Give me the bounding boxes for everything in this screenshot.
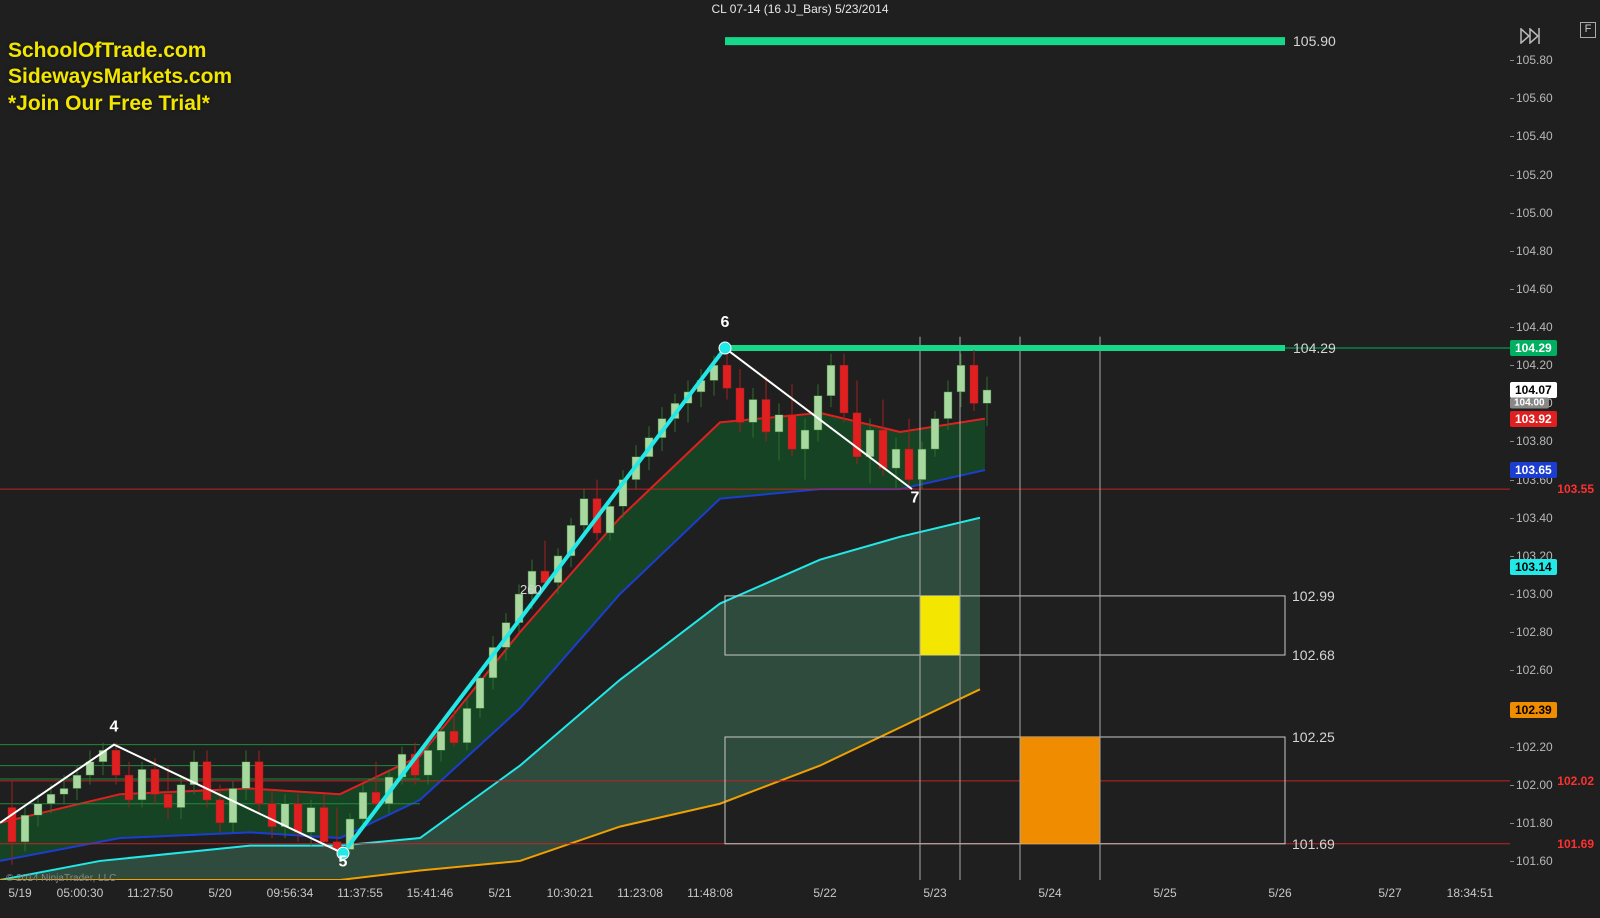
svg-text:7: 7 bbox=[911, 489, 920, 506]
svg-text:102.68: 102.68 bbox=[1292, 647, 1335, 663]
y-tick: 105.40 bbox=[1516, 129, 1553, 143]
watermark: SchoolOfTrade.comSidewaysMarkets.com*Joi… bbox=[8, 38, 232, 117]
side-label: 101.69 bbox=[1557, 837, 1594, 851]
x-tick: 5/22 bbox=[813, 886, 836, 900]
x-axis: 5/19 05:00:30 11:27:50 5/20 09:56:34 11:37:55… bbox=[0, 882, 1510, 918]
x-tick: 5/23 bbox=[923, 886, 946, 900]
chart-title: CL 07-14 (16 JJ_Bars) 5/23/2014 bbox=[0, 0, 1600, 18]
price-chart[interactable]: 102.99 102.68 102.25 101.69 105.90 104.29 4 5 6 7… bbox=[0, 22, 1510, 880]
y-tick: 102.60 bbox=[1516, 663, 1553, 677]
x-tick: 5/24 bbox=[1038, 886, 1061, 900]
x-tick: 5/19 bbox=[8, 886, 31, 900]
y-tick: 104.60 bbox=[1516, 282, 1553, 296]
y-tick: 101.60 bbox=[1516, 854, 1553, 868]
x-tick: 11:23:08 bbox=[617, 886, 663, 900]
y-tick: 103.40 bbox=[1516, 511, 1553, 525]
price-marker: 104.00 bbox=[1510, 398, 1549, 409]
svg-text:105.90: 105.90 bbox=[1293, 33, 1336, 49]
y-axis: 101.60101.80102.00102.20102.40102.60102.… bbox=[1510, 22, 1600, 880]
svg-text:260: 260 bbox=[520, 582, 542, 597]
y-tick: 105.00 bbox=[1516, 206, 1553, 220]
y-tick: 101.80 bbox=[1516, 816, 1553, 830]
side-label: 103.55 bbox=[1557, 482, 1594, 496]
x-tick: 10:30:21 bbox=[547, 886, 594, 900]
price-marker: 103.92 bbox=[1510, 411, 1557, 427]
y-tick: 103.00 bbox=[1516, 587, 1553, 601]
price-marker: 102.39 bbox=[1510, 702, 1557, 718]
svg-text:104.29: 104.29 bbox=[1293, 340, 1336, 356]
x-tick: 11:37:55 bbox=[337, 886, 383, 900]
svg-text:102.99: 102.99 bbox=[1292, 588, 1335, 604]
svg-text:5: 5 bbox=[339, 854, 348, 871]
y-tick: 105.20 bbox=[1516, 168, 1553, 182]
y-tick: 103.80 bbox=[1516, 434, 1553, 448]
svg-text:4: 4 bbox=[110, 718, 119, 735]
x-tick: 11:48:08 bbox=[687, 886, 733, 900]
price-marker: 104.07 bbox=[1510, 382, 1557, 398]
x-tick: 5/21 bbox=[488, 886, 511, 900]
x-tick: 18:34:51 bbox=[1447, 886, 1494, 900]
x-tick: 5/20 bbox=[208, 886, 231, 900]
y-tick: 105.80 bbox=[1516, 53, 1553, 67]
y-tick: 102.80 bbox=[1516, 625, 1553, 639]
y-tick: 104.40 bbox=[1516, 320, 1553, 334]
x-tick: 5/27 bbox=[1378, 886, 1401, 900]
x-tick: 5/25 bbox=[1153, 886, 1176, 900]
price-marker: 103.65 bbox=[1510, 462, 1557, 478]
svg-text:102.25: 102.25 bbox=[1292, 729, 1335, 745]
price-marker: 104.29 bbox=[1510, 340, 1557, 356]
x-tick: 11:27:50 bbox=[127, 886, 173, 900]
side-label: 102.02 bbox=[1557, 774, 1594, 788]
x-tick: 5/26 bbox=[1268, 886, 1291, 900]
x-tick: 09:56:34 bbox=[267, 886, 314, 900]
y-tick: 102.00 bbox=[1516, 778, 1553, 792]
price-marker: 103.14 bbox=[1510, 559, 1557, 575]
x-tick: 15:41:46 bbox=[407, 886, 454, 900]
svg-text:101.69: 101.69 bbox=[1292, 836, 1335, 852]
y-tick: 104.80 bbox=[1516, 244, 1553, 258]
f-button[interactable]: F bbox=[1580, 22, 1596, 38]
svg-text:6: 6 bbox=[721, 314, 730, 331]
x-tick: 05:00:30 bbox=[57, 886, 104, 900]
y-tick: 102.20 bbox=[1516, 740, 1553, 754]
copyright: © 2014 NinjaTrader, LLC bbox=[6, 873, 116, 884]
skip-to-end-icon[interactable] bbox=[1520, 28, 1540, 49]
y-tick: 105.60 bbox=[1516, 91, 1553, 105]
y-tick: 104.20 bbox=[1516, 358, 1553, 372]
